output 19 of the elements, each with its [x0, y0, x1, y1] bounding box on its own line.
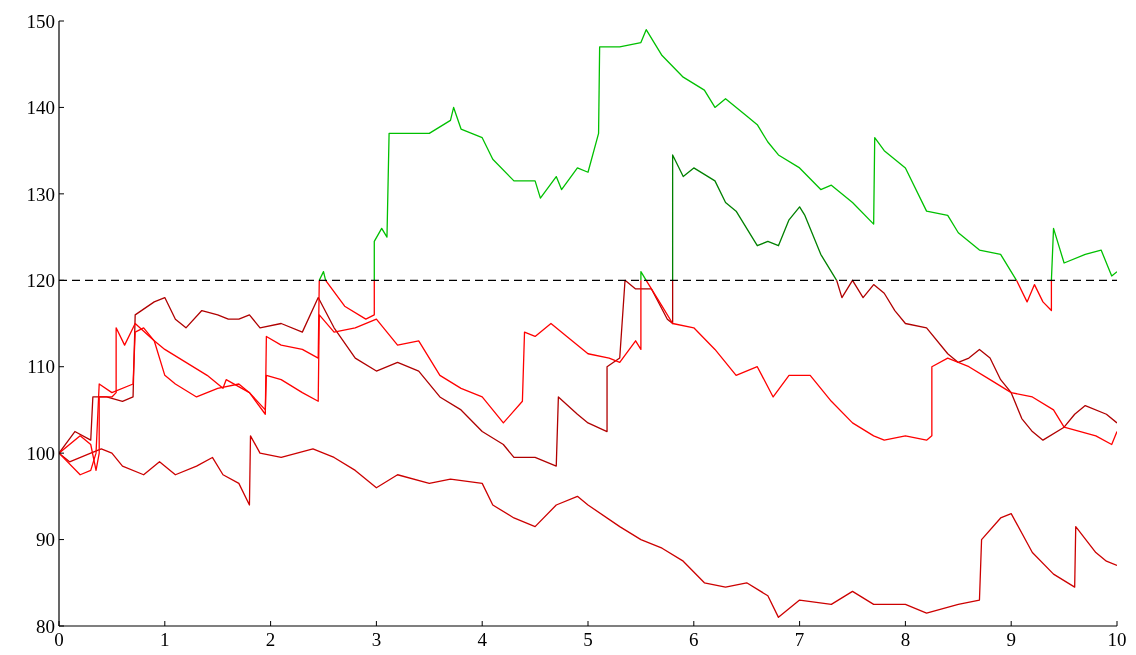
- x-tick-label: 8: [900, 629, 911, 650]
- y-tick-label: 90: [36, 529, 55, 551]
- x-tick-label: 10: [1107, 629, 1127, 650]
- y-tick-label: 130: [26, 183, 55, 205]
- x-tick-label: 5: [583, 629, 593, 650]
- x-tick-label: 6: [689, 629, 699, 650]
- x-tick-label: 7: [794, 629, 805, 650]
- x-tick-label: 4: [477, 629, 488, 650]
- y-tick-label: 150: [26, 10, 55, 32]
- x-tick-label: 2: [265, 629, 276, 650]
- y-tick-label: 80: [36, 615, 55, 637]
- x-tick-label: 9: [1006, 629, 1016, 650]
- x-tick-label: 1: [160, 629, 170, 650]
- y-tick-label: 120: [26, 269, 55, 291]
- y-tick-label: 140: [26, 97, 55, 119]
- x-tick-label: 3: [371, 629, 382, 650]
- y-tick-label: 100: [26, 442, 55, 464]
- y-tick-label: 110: [27, 356, 55, 378]
- x-tick-label: 0: [54, 629, 64, 650]
